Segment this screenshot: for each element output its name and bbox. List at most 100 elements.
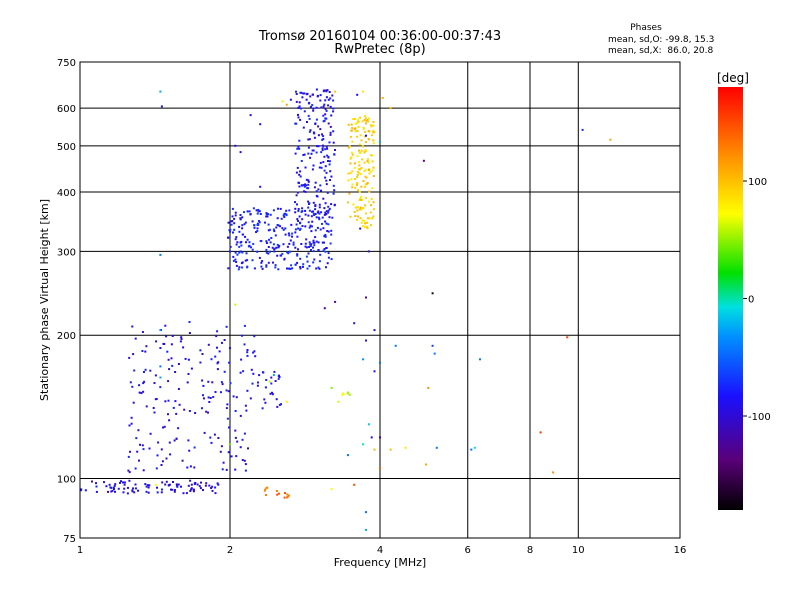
data-point: [305, 93, 308, 96]
data-point: [367, 250, 370, 253]
data-point: [301, 96, 304, 99]
data-point: [186, 466, 189, 469]
data-point: [291, 232, 294, 235]
data-point: [366, 119, 369, 121]
data-point: [139, 443, 141, 446]
data-point: [347, 179, 350, 182]
data-point: [325, 210, 328, 213]
data-point: [256, 222, 259, 225]
data-point: [132, 487, 135, 490]
data-point: [167, 380, 170, 383]
data-point: [245, 252, 248, 255]
data-point: [258, 210, 261, 213]
data-point: [366, 221, 368, 224]
data-point: [265, 265, 268, 268]
data-point: [113, 485, 116, 487]
data-point: [354, 130, 357, 133]
data-point: [229, 228, 232, 231]
data-point: [404, 446, 407, 449]
data-point: [360, 139, 363, 142]
data-point: [394, 344, 397, 347]
data-point: [294, 228, 297, 231]
data-point: [295, 171, 298, 174]
data-point: [285, 103, 288, 106]
data-point: [333, 203, 336, 206]
data-point: [239, 446, 242, 449]
data-point: [356, 130, 359, 132]
data-point: [372, 175, 375, 178]
data-point: [367, 217, 369, 220]
data-point: [249, 397, 252, 400]
data-point: [239, 371, 242, 374]
data-point: [366, 227, 369, 230]
data-point: [359, 173, 362, 175]
data-point: [331, 94, 334, 97]
data-point: [304, 225, 307, 228]
data-point: [174, 400, 177, 403]
data-point: [311, 93, 314, 96]
data-point: [188, 410, 191, 412]
data-point: [324, 202, 327, 205]
data-point: [317, 134, 320, 137]
data-point: [349, 157, 352, 160]
data-point: [230, 223, 233, 226]
data-point: [322, 145, 325, 148]
data-point: [309, 129, 312, 132]
data-point: [167, 358, 170, 361]
data-point: [246, 354, 249, 357]
data-point: [202, 384, 205, 387]
data-point: [356, 176, 359, 178]
data-point: [307, 102, 310, 105]
data-point: [273, 248, 276, 251]
data-point: [322, 197, 325, 200]
data-point: [324, 99, 327, 102]
data-point: [244, 235, 246, 238]
data-point: [431, 344, 434, 347]
data-point: [145, 490, 148, 493]
data-point: [241, 334, 243, 337]
data-point: [142, 382, 145, 385]
data-point: [368, 138, 371, 141]
data-point: [372, 201, 375, 204]
data-point: [332, 110, 335, 113]
data-point: [260, 261, 263, 264]
data-point: [325, 109, 328, 112]
data-point: [194, 412, 197, 414]
data-point: [138, 459, 140, 462]
data-point: [168, 441, 171, 444]
data-point: [368, 169, 370, 171]
data-point: [145, 345, 148, 348]
data-point: [315, 151, 318, 154]
data-point: [267, 252, 270, 255]
data-point: [347, 391, 350, 394]
data-point: [112, 486, 115, 489]
data-point: [187, 484, 190, 487]
data-point: [265, 264, 268, 267]
data-point: [302, 263, 305, 266]
data-point: [324, 211, 327, 214]
data-point: [175, 437, 178, 440]
data-point: [276, 243, 279, 246]
data-point: [324, 233, 327, 236]
data-point: [352, 203, 355, 206]
data-point: [325, 183, 328, 186]
data-point: [359, 151, 362, 154]
data-point: [330, 114, 333, 117]
data-point: [209, 397, 212, 399]
data-point: [334, 149, 336, 151]
data-point: [286, 495, 289, 498]
data-point: [156, 491, 159, 494]
data-point: [243, 343, 246, 346]
data-point: [235, 455, 238, 458]
data-point: [123, 487, 126, 490]
data-point: [479, 358, 481, 361]
data-point: [296, 218, 299, 221]
data-point: [253, 224, 256, 227]
y-tick-label: 75: [63, 534, 76, 545]
data-point: [324, 148, 327, 151]
data-point: [223, 370, 226, 373]
data-point: [310, 249, 312, 251]
data-point: [239, 151, 242, 154]
data-point: [199, 487, 202, 490]
data-point: [302, 92, 305, 95]
